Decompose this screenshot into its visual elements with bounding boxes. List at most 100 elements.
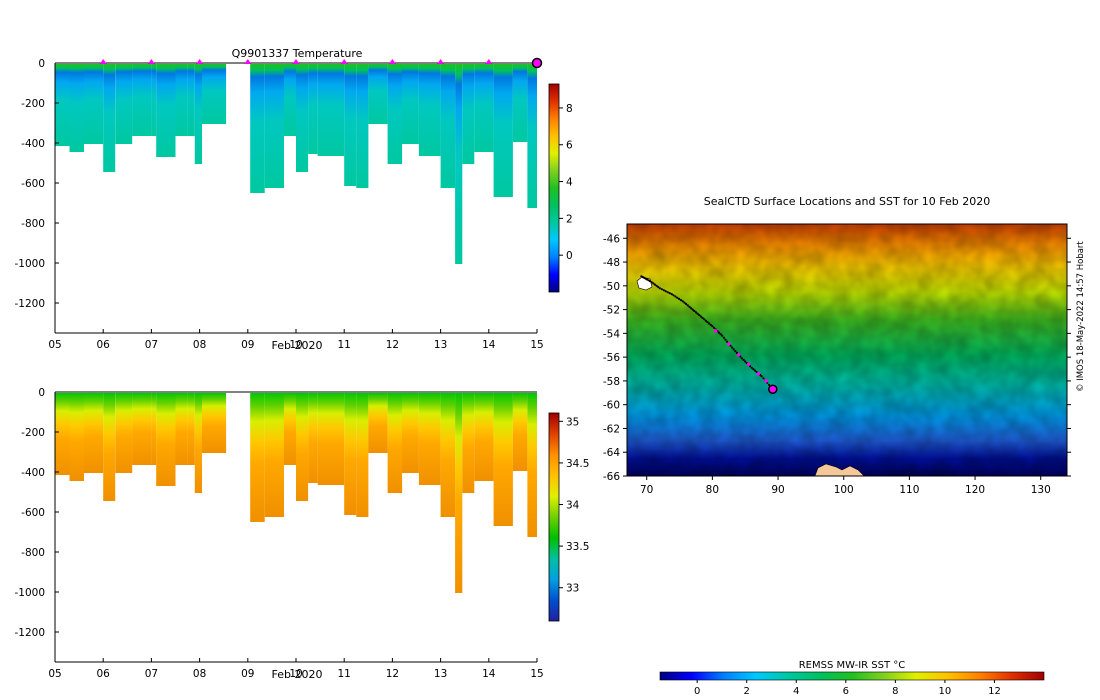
salinity-y-tick-label: -400: [21, 467, 45, 479]
sst-colorbar: REMSS MW-IR SST °C 0 2 4 6 8 10 12: [659, 660, 1045, 697]
surface-marker: [388, 59, 396, 64]
sst-colorbar-tick-label: 4: [793, 686, 799, 697]
sst-colorbar-tick-label: 10: [939, 686, 952, 697]
temperature-y-tick-label: -600: [21, 178, 45, 190]
track-point: [719, 333, 722, 336]
salinity-y-tick-label: -600: [21, 507, 45, 519]
track-point: [712, 326, 716, 329]
salinity-profile-column: [69, 393, 84, 481]
temperature-y-tick-label: -1000: [14, 258, 45, 270]
salinity-x-tick-label: 15: [530, 668, 543, 680]
end-marker: [531, 57, 543, 69]
temperature-profile-column: [194, 64, 202, 164]
salinity-profile-column: [317, 393, 345, 485]
salinity-profile-column: [175, 393, 188, 465]
track-point: [655, 284, 658, 287]
track-point: [694, 311, 698, 314]
temperature-chart-title: Q9901337 Temperature: [232, 47, 363, 60]
track-point: [704, 319, 707, 322]
imos-credit: © IMOS 18-May-2022 14:57 Hobart: [1076, 241, 1086, 392]
map-frame: [626, 223, 1068, 477]
temperature-profile-column: [296, 64, 309, 172]
map-y-tick-label: -62: [603, 423, 620, 435]
temperature-x-tick-label: 08: [193, 339, 206, 351]
track-point: [724, 338, 727, 341]
track-point: [685, 302, 688, 306]
salinity-colorbar-tick-label: 35: [566, 416, 579, 428]
track-point: [652, 282, 655, 285]
salinity-profile-column: [455, 393, 463, 593]
salinity-profile-column: [264, 393, 284, 517]
salinity-profile-column: [151, 393, 157, 465]
salinity-profile-column: [368, 393, 388, 453]
map-x-tick-label: 90: [771, 484, 784, 496]
track-point: [709, 323, 712, 326]
salinity-x-tick-label: 06: [97, 668, 111, 680]
temperature-x-tick-label: 06: [97, 339, 111, 351]
track-point: [708, 322, 711, 325]
salinity-x-tick-label: 10: [289, 668, 302, 680]
salinity-profile-column: [132, 393, 152, 465]
track-point: [762, 377, 765, 380]
temperature-x-tick-label: 05: [48, 339, 61, 351]
map-x-tick-label: 100: [834, 484, 854, 496]
track-point: [650, 281, 653, 284]
track-point: [686, 304, 689, 307]
temperature-profiles: [55, 64, 537, 264]
map-x-tick-label: 130: [1031, 484, 1051, 496]
track-point: [752, 368, 755, 371]
salinity-profiles: [55, 393, 537, 593]
track-point: [648, 280, 652, 283]
track-point: [683, 301, 686, 304]
salinity-y-tick-label: -1200: [14, 627, 45, 639]
temperature-colorbar-tick-label: 6: [566, 140, 573, 152]
surface-marker: [437, 59, 445, 64]
salinity-x-tick-label: 11: [338, 668, 351, 680]
salinity-x-axis-label: Feb 2020: [272, 668, 323, 681]
temperature-colorbar-bar: [548, 83, 560, 293]
salinity-x-tick-label: 05: [48, 668, 61, 680]
temperature-profile-column: [387, 64, 403, 164]
sst-colorbar-label: REMSS MW-IR SST °C: [799, 660, 906, 671]
salinity-colorbar-tick-label: 33.5: [566, 541, 589, 553]
map-y-tick-label: -50: [603, 281, 620, 293]
temperature-profile-column: [151, 64, 157, 136]
temperature-profile-column: [368, 64, 388, 124]
map-y-tick-label: -66: [603, 471, 620, 483]
map-axes: 70 80 90 100 110 120 130 -46 -48 -50 -52 -54 -56 -58 -…: [603, 223, 1071, 496]
salinity-y-tick-label: -200: [21, 427, 45, 439]
salinity-y-tick-label: 0: [38, 387, 45, 399]
track-point: [691, 308, 694, 311]
temperature-colorbar-tick-label: 8: [566, 103, 573, 115]
track-point: [740, 357, 744, 360]
track-point: [711, 325, 714, 328]
track-point: [742, 358, 745, 361]
track-point: [717, 331, 721, 334]
temperature-colorbar-tick-label: 4: [566, 177, 573, 189]
track-point: [689, 307, 693, 310]
temperature-profile-column: [156, 64, 176, 157]
temperature-x-tick-label: 14: [482, 339, 496, 351]
temperature-y-tick-label: -400: [21, 138, 45, 150]
sst-colorbar-tick-label: 12: [988, 686, 1001, 697]
salinity-profile-column: [356, 393, 369, 517]
highlight-point: [736, 352, 741, 357]
salinity-profile-column: [296, 393, 309, 501]
track-point: [666, 291, 669, 294]
track-point: [731, 346, 734, 349]
temperature-profile-column: [308, 64, 318, 154]
temperature-profile-column: [402, 64, 419, 144]
temperature-y-tick-label: -1200: [14, 298, 45, 310]
temperature-profile-column: [175, 64, 188, 136]
salinity-colorbar-tick-label: 34: [566, 500, 580, 512]
temperature-profile-column: [283, 64, 296, 136]
temperature-profile-column: [69, 64, 84, 152]
track-point: [699, 315, 703, 318]
salinity-x-tick-label: 09: [241, 668, 254, 680]
salinity-profile-column: [83, 393, 104, 473]
map-x-tick-label: 110: [899, 484, 919, 496]
temperature-profile-column: [418, 64, 441, 156]
temperature-x-axis-label: Feb 2020: [272, 339, 323, 352]
salinity-profile-column: [308, 393, 318, 483]
sst-colorbar-tick-label: 6: [843, 686, 849, 697]
